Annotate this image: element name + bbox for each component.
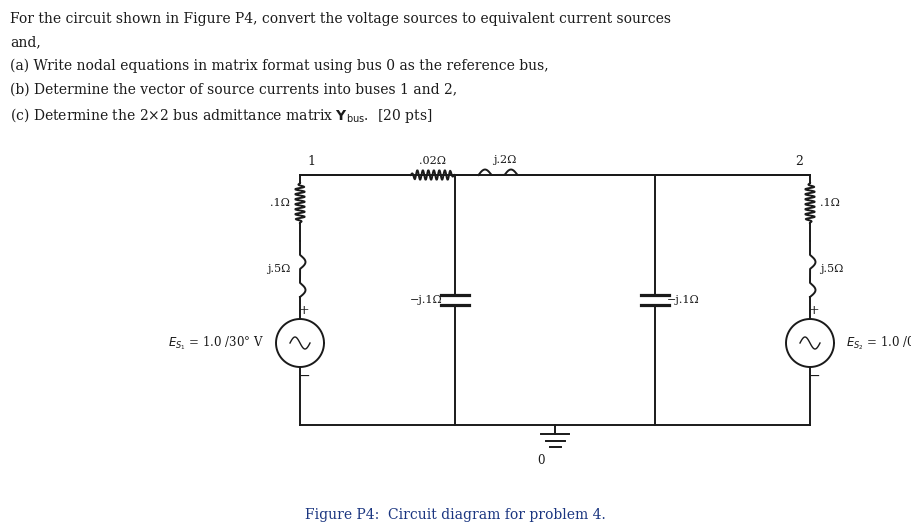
Text: .1Ω: .1Ω: [820, 198, 840, 208]
Text: .02Ω: .02Ω: [419, 156, 446, 166]
Text: j.5Ω: j.5Ω: [820, 264, 844, 274]
Text: 2: 2: [795, 155, 803, 168]
Text: Figure P4:  Circuit diagram for problem 4.: Figure P4: Circuit diagram for problem 4…: [304, 508, 606, 522]
Text: (b) Determine the vector of source currents into buses 1 and 2,: (b) Determine the vector of source curre…: [10, 83, 457, 96]
Text: −: −: [808, 369, 820, 383]
Text: +: +: [299, 304, 310, 316]
Text: $E_{S_2}$ = 1.0 /0° V: $E_{S_2}$ = 1.0 /0° V: [846, 334, 911, 352]
Text: 1: 1: [307, 155, 315, 168]
Text: $E_{S_1}$ = 1.0 /30° V: $E_{S_1}$ = 1.0 /30° V: [169, 334, 264, 352]
Text: j.5Ω: j.5Ω: [267, 264, 290, 274]
Text: and,: and,: [10, 36, 41, 49]
Text: (a) Write nodal equations in matrix format using bus 0 as the reference bus,: (a) Write nodal equations in matrix form…: [10, 59, 548, 73]
Text: j.2Ω: j.2Ω: [493, 155, 517, 165]
Text: .1Ω: .1Ω: [271, 198, 290, 208]
Text: 0: 0: [537, 454, 545, 467]
Text: (c) Determine the 2×2 bus admittance matrix $\mathbf{Y}_{\mathrm{bus}}$.  [20 pt: (c) Determine the 2×2 bus admittance mat…: [10, 106, 433, 125]
Text: −j.1Ω: −j.1Ω: [410, 295, 443, 305]
Text: For the circuit shown in Figure P4, convert the voltage sources to equivalent cu: For the circuit shown in Figure P4, conv…: [10, 12, 671, 26]
Text: +: +: [809, 304, 819, 316]
Text: −j.1Ω: −j.1Ω: [667, 295, 700, 305]
Text: −: −: [298, 369, 310, 383]
